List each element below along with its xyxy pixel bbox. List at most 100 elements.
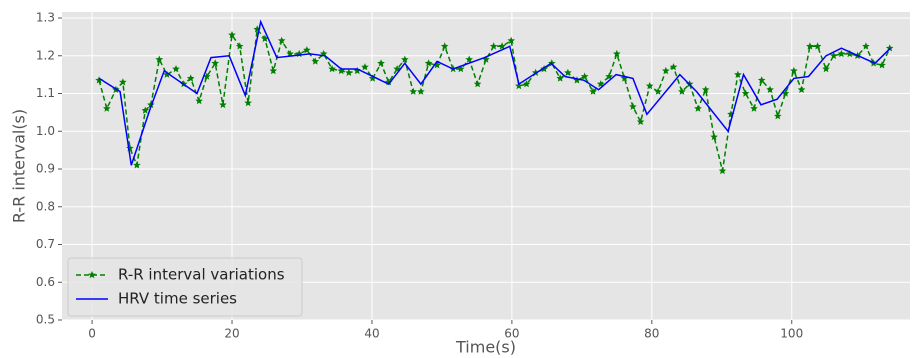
legend: R-R interval variations HRV time series [67,257,303,317]
data-point [401,55,409,63]
data-point [678,87,686,95]
legend-label: HRV time series [118,290,237,308]
x-tick-label: 0 [88,327,96,341]
data-point [837,49,846,58]
data-point [694,104,702,112]
data-point [489,42,498,50]
legend-marker [88,271,96,279]
data-point [710,132,718,141]
data-point [368,74,377,82]
data-point [95,76,103,84]
data-point [155,55,164,63]
y-tick-label: 0.9 [36,162,55,176]
data-point [654,87,662,95]
data-point [781,89,790,97]
y-axis-label: R-R interval(s) [10,109,29,223]
y-tick-label: 0.8 [36,199,55,213]
data-point [482,55,490,63]
data-point [261,34,269,42]
data-point [701,85,710,93]
data-point [186,74,195,82]
data-point [311,57,320,65]
x-tick-label: 20 [224,327,239,341]
data-point [277,36,286,44]
data-point [662,66,670,75]
data-point [163,70,171,78]
y-tick-label: 0.6 [36,275,55,289]
data-point [286,49,294,58]
data-point [345,68,353,76]
y-tick-label: 1.0 [36,124,55,138]
data-point [119,78,127,86]
x-tick-label: 80 [644,327,659,341]
data-point [741,89,750,97]
data-point [750,104,758,112]
data-point [377,59,385,67]
data-point [203,72,211,80]
data-point [211,59,219,67]
data-point [718,166,727,175]
x-tick-label: 60 [504,327,519,341]
data-point [573,76,581,84]
data-point [498,42,506,50]
data-point [645,81,654,90]
data-point [328,65,336,73]
data-point [806,42,814,50]
data-point [409,87,417,95]
series-line [98,19,891,166]
legend-box [67,257,303,317]
x-tick-label: 100 [780,327,803,341]
y-tick-label: 0.7 [36,237,55,251]
data-point [797,85,806,93]
data-point [734,70,742,78]
y-tick-label: 1.1 [36,86,55,100]
data-point [774,112,782,120]
data-point [629,102,637,110]
data-point [457,65,465,73]
lines [95,19,894,175]
data-point [515,81,523,90]
data-point [605,72,613,80]
y-tick-label: 0.5 [36,313,55,327]
data-point [727,110,735,118]
data-point [126,144,134,152]
data-point [613,49,621,58]
data-point [473,80,482,88]
data-point [669,63,678,71]
data-point [337,66,345,75]
data-point [822,65,830,73]
data-point [556,74,564,82]
data-point [766,85,774,93]
data-point [219,100,227,109]
data-point [303,46,311,54]
data-point [361,63,369,71]
ticks: 0.5 0.6 0.7 0.8 0.9 1.0 1.1 1.2 1.3 0 20 40 60 80 100 [36,11,803,341]
data-point [465,55,473,63]
data-point [244,98,252,107]
data-point [589,87,597,95]
data-point [235,42,244,50]
data-point [507,36,515,44]
data-point [580,72,589,80]
data-point [353,66,362,75]
y-tick-label: 1.3 [36,11,55,25]
data-point [147,100,155,109]
data-point [757,76,766,84]
data-point [172,65,180,73]
data-point [424,59,433,67]
legend-label: R-R interval variations [118,266,285,284]
data-point [813,42,822,50]
x-tick-label: 40 [364,327,379,341]
data-point [417,87,425,95]
data-point [885,44,894,52]
data-point [790,66,798,75]
data-point [133,161,141,169]
data-point [195,97,203,105]
data-point [228,31,236,39]
data-point [522,80,531,88]
data-point [564,68,572,76]
data-point [620,74,629,82]
x-axis-label: Time(s) [455,338,516,357]
data-point [440,42,449,50]
data-point [829,51,838,59]
